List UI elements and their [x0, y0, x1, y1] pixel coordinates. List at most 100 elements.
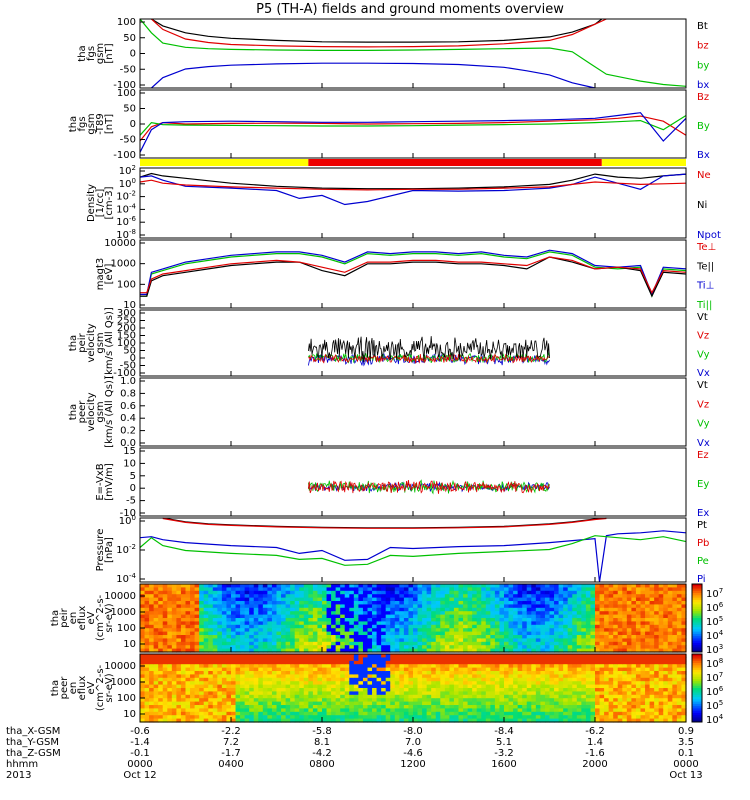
heatmap-cell — [576, 671, 582, 675]
heatmap-cell — [522, 648, 528, 653]
heatmap-cell — [180, 597, 187, 602]
heatmap-cell — [549, 601, 555, 605]
heatmap-cell — [376, 667, 382, 672]
heatmap-cell — [285, 701, 291, 706]
heatmap-cell — [440, 597, 446, 602]
heatmap-cell — [631, 705, 637, 709]
heatmap-cell — [604, 631, 610, 636]
heatmap-cell — [190, 671, 196, 675]
heatmap-cell — [299, 667, 305, 672]
heatmap-cell — [585, 614, 592, 619]
heatmap-cell — [444, 594, 450, 599]
heatmap-cell — [162, 718, 168, 723]
heatmap-cell — [458, 698, 464, 703]
heatmap-cell — [258, 641, 264, 646]
heatmap-cell — [472, 624, 478, 629]
heatmap-cell — [376, 684, 382, 689]
heatmap-cell — [235, 691, 241, 696]
heatmap-cell — [253, 587, 259, 592]
legend-label: Vx — [697, 438, 710, 449]
heatmap-cell — [645, 648, 651, 653]
heatmap-cell — [522, 718, 528, 723]
heatmap-cell — [640, 641, 646, 646]
heatmap-cell — [372, 590, 378, 595]
heatmap-cell — [312, 631, 319, 636]
heatmap-cell — [576, 667, 582, 672]
y-tick-label: 10-4 — [116, 202, 136, 215]
heatmap-cell — [535, 660, 541, 665]
heatmap-cell — [249, 641, 255, 646]
heatmap-cell — [362, 657, 369, 662]
heatmap-cell — [481, 677, 487, 682]
heatmap-cell — [535, 631, 541, 636]
heatmap-cell — [590, 664, 596, 669]
heatmap-cell — [595, 718, 601, 723]
heatmap-cell — [240, 681, 246, 686]
heatmap-cell — [358, 587, 364, 592]
heatmap-cell — [672, 645, 678, 650]
heatmap-cell — [353, 607, 359, 612]
heatmap-cell — [403, 684, 410, 689]
heatmap-cell — [249, 638, 255, 643]
heatmap-cell — [262, 587, 268, 592]
heatmap-cell — [640, 718, 646, 723]
heatmap-cell — [485, 691, 491, 696]
heatmap-cell — [335, 621, 341, 626]
heatmap-cell — [294, 671, 300, 675]
heatmap-cell — [399, 667, 405, 672]
heatmap-cell — [322, 660, 328, 665]
heatmap-cell — [276, 671, 282, 675]
heatmap-cell — [285, 648, 291, 653]
series-line — [139, 173, 687, 206]
heatmap-cell — [244, 648, 250, 653]
heatmap-cell — [203, 705, 209, 709]
heatmap-cell — [203, 621, 209, 626]
heatmap-cell — [431, 708, 437, 713]
heatmap-cell — [322, 654, 328, 658]
heatmap-cell — [413, 715, 419, 720]
heatmap-cell — [535, 621, 541, 626]
heatmap-cell — [440, 694, 446, 699]
heatmap-cell — [167, 604, 173, 609]
heatmap-cell — [599, 698, 605, 703]
heatmap-cell — [367, 705, 373, 709]
heatmap-cell — [294, 694, 300, 699]
heatmap-cell — [531, 631, 537, 636]
heatmap-cell — [458, 584, 464, 588]
colorbar-segment — [692, 599, 702, 603]
heatmap-cell — [608, 694, 614, 699]
heatmap-cell — [422, 684, 428, 689]
y-axis-label: gsm — [95, 332, 106, 353]
heatmap-cell — [490, 601, 496, 605]
heatmap-cell — [449, 635, 455, 639]
heatmap-cell — [358, 711, 364, 716]
heatmap-cell — [190, 684, 196, 689]
heatmap-cell — [349, 674, 355, 679]
heatmap-cell — [617, 631, 623, 636]
heatmap-cell — [194, 607, 200, 612]
heatmap-cell — [153, 708, 159, 713]
heatmap-cell — [431, 657, 437, 662]
series-line — [150, 62, 596, 89]
heatmap-cell — [581, 584, 587, 588]
heatmap-cell — [617, 645, 623, 650]
heatmap-cell — [608, 607, 614, 612]
heatmap-cell — [385, 677, 391, 682]
heatmap-cell — [617, 594, 623, 599]
heatmap-cell — [276, 711, 282, 716]
heatmap-cell — [585, 718, 592, 723]
heatmap-cell — [576, 708, 582, 713]
heatmap-cell — [353, 614, 359, 619]
heatmap-cell — [203, 641, 209, 646]
heatmap-cell — [390, 657, 396, 662]
heatmap-cell — [285, 711, 291, 716]
heatmap-cell — [435, 621, 441, 626]
heatmap-cell — [622, 667, 628, 672]
heatmap-cell — [572, 694, 578, 699]
heatmap-cell — [394, 684, 400, 689]
heatmap-cell — [554, 694, 560, 699]
heatmap-cell — [504, 688, 510, 692]
heatmap-cell — [453, 691, 460, 696]
heatmap-cell — [417, 614, 423, 619]
heatmap-cell — [190, 691, 196, 696]
